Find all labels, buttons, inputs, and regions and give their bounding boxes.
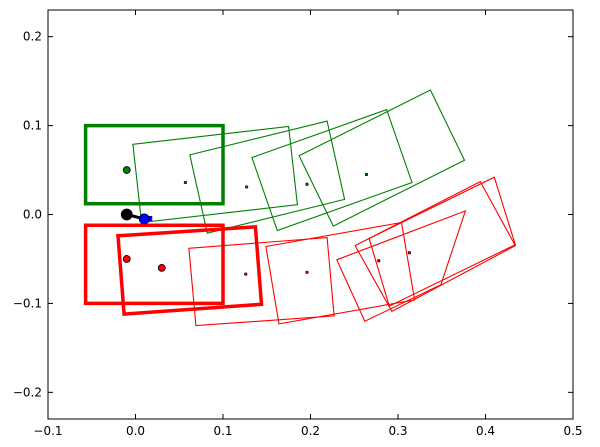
red-box-11: [368, 176, 516, 307]
x-tick-label-0: −0.1: [33, 424, 62, 438]
y-tick-label-2: 0.0: [23, 208, 42, 222]
bold-red-box-6: [116, 225, 264, 316]
red-point-1: [122, 255, 131, 263]
green-box-4: [298, 89, 466, 227]
red-center-dot-6: [377, 259, 381, 263]
red-center-dot-7: [407, 251, 411, 255]
green-box-3: [251, 108, 413, 232]
black-point-3: [120, 208, 133, 221]
y-tick-label-3: 0.1: [23, 119, 42, 133]
green-box-1: [132, 125, 299, 224]
red-box-10: [354, 180, 517, 313]
green-center-dot-3: [364, 172, 369, 177]
green-center-dot-1: [245, 185, 249, 189]
x-tick-label-3: 0.2: [301, 424, 320, 438]
x-tick-label-5: 0.4: [476, 424, 495, 438]
red-center-dot-4: [244, 272, 248, 276]
axis-ticks: −0.1 0.0 0.1 0.2 0.3 0.4 0.5 −0.2 −0.1 0.0 0.1 0.2: [13, 10, 583, 438]
x-tick-label-6: 0.5: [563, 424, 582, 438]
bold-red-box-5: [83, 223, 225, 306]
red-point-2: [157, 263, 166, 272]
y-tick-label-4: 0.2: [23, 30, 42, 44]
y-tick-label-1: −0.1: [13, 296, 42, 310]
y-tick-label-0: −0.2: [13, 385, 42, 399]
green-box-2: [189, 120, 346, 234]
x-tick-label-1: 0.0: [126, 424, 145, 438]
x-tick-label-4: 0.3: [388, 424, 407, 438]
axes-frame: [47, 9, 574, 420]
red-center-dot-5: [305, 270, 309, 274]
x-tick-label-2: 0.1: [213, 424, 232, 438]
bold-green-box-0: [83, 123, 225, 206]
green-point-0: [122, 166, 131, 174]
chart-marks: [83, 89, 517, 327]
blue-point-4: [138, 213, 150, 225]
green-center-dot-0: [183, 180, 187, 185]
green-center-dot-2: [305, 182, 309, 186]
red-box-7: [188, 237, 335, 327]
plot-area: [48, 10, 573, 419]
